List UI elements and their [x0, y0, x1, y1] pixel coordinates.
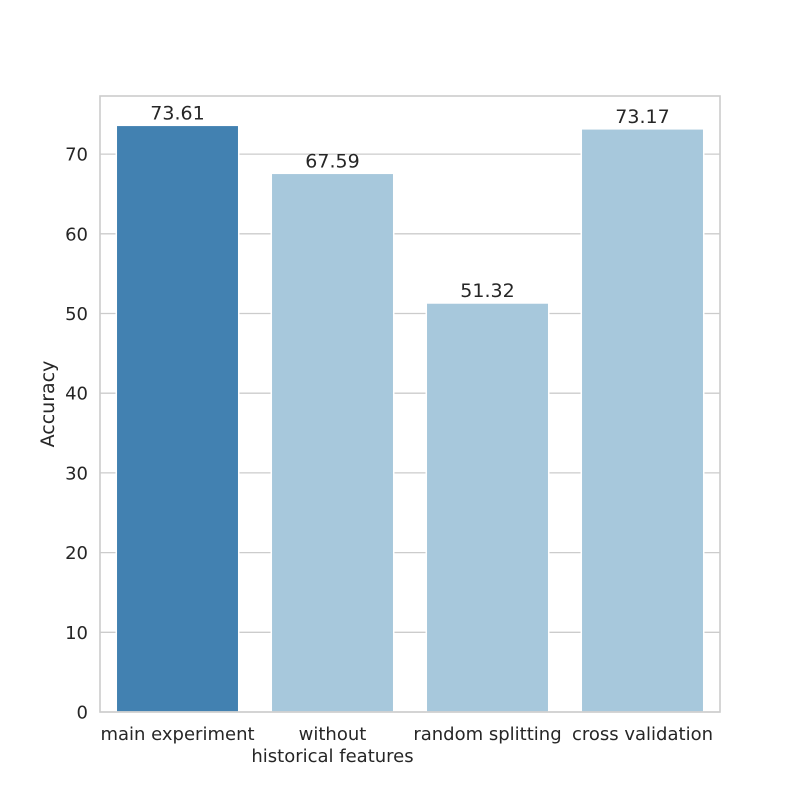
bars [115, 124, 705, 713]
bar [270, 172, 395, 713]
y-tick-labels: 0 10 20 30 40 50 60 70 [65, 145, 88, 724]
bar-value-label: 73.17 [615, 106, 669, 128]
y-tick-label: 70 [65, 145, 88, 166]
plot-frame [99, 95, 721, 713]
x-tick-label: historical features [251, 746, 413, 767]
y-tick-label: 10 [65, 623, 88, 644]
y-tick-label: 40 [65, 384, 88, 405]
bar [580, 128, 705, 713]
y-tick-label: 30 [65, 463, 88, 484]
x-tick-label: main experiment [100, 724, 254, 745]
bar [115, 124, 240, 713]
bar-value-label: 51.32 [460, 280, 514, 302]
x-tick-label: random splitting [413, 724, 561, 745]
y-tick-label: 20 [65, 543, 88, 564]
y-axis-label: Accuracy [37, 361, 59, 448]
bar-value-label: 73.61 [150, 102, 204, 124]
x-tick-label: cross validation [572, 724, 713, 745]
bar-value-label: 67.59 [305, 150, 359, 172]
y-tick-label: 50 [65, 304, 88, 325]
y-tick-label: 0 [77, 703, 88, 724]
bar [425, 302, 550, 713]
y-tick-label: 60 [65, 224, 88, 245]
x-tick-label: without [299, 724, 367, 745]
value-labels: 73.61 67.59 51.32 73.17 [150, 102, 669, 302]
